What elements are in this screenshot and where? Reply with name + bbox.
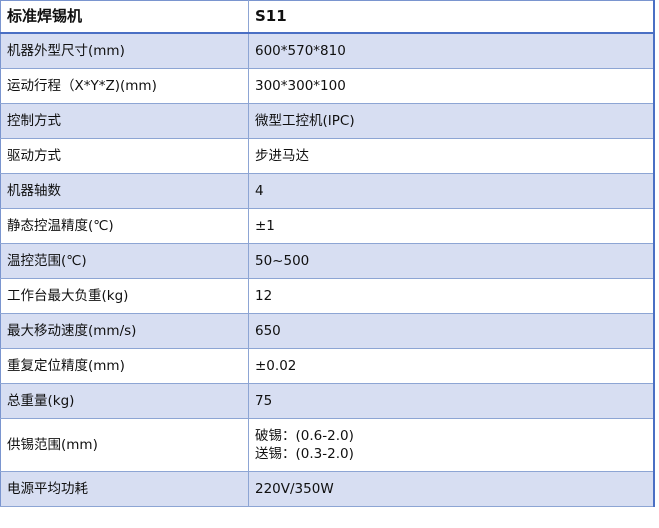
spec-value: 破锡：(0.6-2.0) 送锡：(0.3-2.0) — [248, 418, 654, 472]
spec-label: 电源平均功耗 — [0, 471, 249, 507]
spec-label: 控制方式 — [0, 103, 249, 139]
table-row: 驱动方式 步进马达 — [0, 138, 654, 174]
spec-value: 12 — [248, 278, 654, 314]
spec-value: 75 — [248, 383, 654, 419]
spec-label: 机器外型尺寸(mm) — [0, 33, 249, 69]
specification-table: 标准焊锡机 S11 机器外型尺寸(mm) 600*570*810 运动行程（X*Y*… — [0, 0, 655, 507]
spec-label: 驱动方式 — [0, 138, 249, 174]
spec-label: 总重量(kg) — [0, 383, 249, 419]
spec-label: 供锡范围(mm) — [0, 418, 249, 472]
table-row: 运动行程（X*Y*Z)(mm) 300*300*100 — [0, 68, 654, 104]
header-product-name: 标准焊锡机 — [0, 0, 249, 34]
table-row: 机器外型尺寸(mm) 600*570*810 — [0, 33, 654, 69]
spec-value: 步进马达 — [248, 138, 654, 174]
spec-value: 300*300*100 — [248, 68, 654, 104]
spec-label: 重复定位精度(mm) — [0, 348, 249, 384]
table-row: 电源平均功耗 220V/350W — [0, 471, 654, 507]
table-row: 控制方式 微型工控机(IPC) — [0, 103, 654, 139]
spec-label: 最大移动速度(mm/s) — [0, 313, 249, 349]
spec-value: 600*570*810 — [248, 33, 654, 69]
spec-value: 220V/350W — [248, 471, 654, 507]
spec-label: 运动行程（X*Y*Z)(mm) — [0, 68, 249, 104]
table-row: 工作台最大负重(kg) 12 — [0, 278, 654, 314]
table-row: 供锡范围(mm) 破锡：(0.6-2.0) 送锡：(0.3-2.0) — [0, 418, 654, 472]
table-row: 总重量(kg) 75 — [0, 383, 654, 419]
table-row: 静态控温精度(℃) ±1 — [0, 208, 654, 244]
table-row: 温控范围(℃) 50~500 — [0, 243, 654, 279]
table-body: 机器外型尺寸(mm) 600*570*810 运动行程（X*Y*Z)(mm) 300*… — [0, 33, 654, 507]
spec-value: ±0.02 — [248, 348, 654, 384]
table-row: 重复定位精度(mm) ±0.02 — [0, 348, 654, 384]
spec-value: 微型工控机(IPC) — [248, 103, 654, 139]
table-row: 机器轴数 4 — [0, 173, 654, 209]
spec-label: 温控范围(℃) — [0, 243, 249, 279]
spec-label: 静态控温精度(℃) — [0, 208, 249, 244]
spec-value: 650 — [248, 313, 654, 349]
spec-value: ±1 — [248, 208, 654, 244]
table-row: 最大移动速度(mm/s) 650 — [0, 313, 654, 349]
spec-label: 工作台最大负重(kg) — [0, 278, 249, 314]
header-model-number: S11 — [248, 0, 654, 34]
spec-label: 机器轴数 — [0, 173, 249, 209]
table-header-row: 标准焊锡机 S11 — [0, 0, 654, 34]
table-head: 标准焊锡机 S11 — [0, 0, 654, 34]
spec-value: 50~500 — [248, 243, 654, 279]
spec-value: 4 — [248, 173, 654, 209]
